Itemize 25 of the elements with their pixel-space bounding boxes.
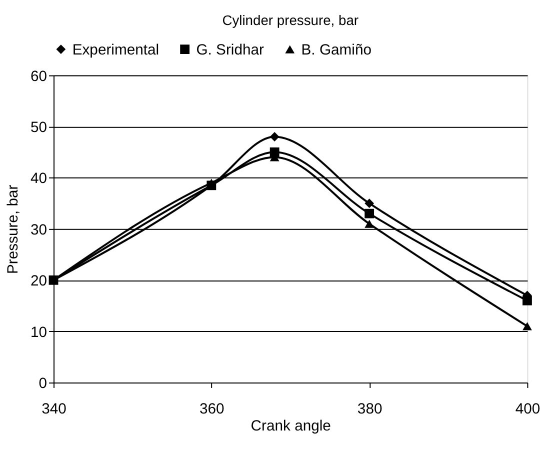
point bbox=[270, 147, 280, 157]
y-tick-label: 20 bbox=[30, 274, 48, 290]
legend-label: Experimental bbox=[72, 42, 160, 58]
y-tick-label: 60 bbox=[30, 68, 48, 85]
y-axis-title: Pressure, bar bbox=[6, 184, 22, 274]
x-axis-title: Crank angle bbox=[250, 418, 331, 435]
x-tick-label: 340 bbox=[42, 402, 66, 418]
y-tick-label: 40 bbox=[30, 171, 48, 188]
point bbox=[522, 296, 532, 306]
point bbox=[364, 198, 374, 208]
legend-label: G. Sridhar bbox=[196, 42, 264, 58]
point bbox=[270, 132, 280, 142]
y-tick-label: 10 bbox=[30, 324, 48, 341]
y-tick-label: 50 bbox=[30, 120, 48, 136]
legend-label: B. Gamiño bbox=[301, 42, 372, 58]
point bbox=[522, 322, 532, 330]
chart-title: Cylinder pressure, bar bbox=[222, 12, 359, 28]
point bbox=[206, 178, 216, 187]
x-tick-label: 400 bbox=[515, 402, 540, 418]
y-tick-label: 0 bbox=[38, 376, 48, 392]
point bbox=[364, 208, 374, 218]
x-tick-label: 380 bbox=[357, 402, 382, 418]
y-tick-label: 30 bbox=[30, 222, 48, 238]
x-tick-label: 360 bbox=[200, 402, 224, 418]
point bbox=[364, 220, 374, 228]
